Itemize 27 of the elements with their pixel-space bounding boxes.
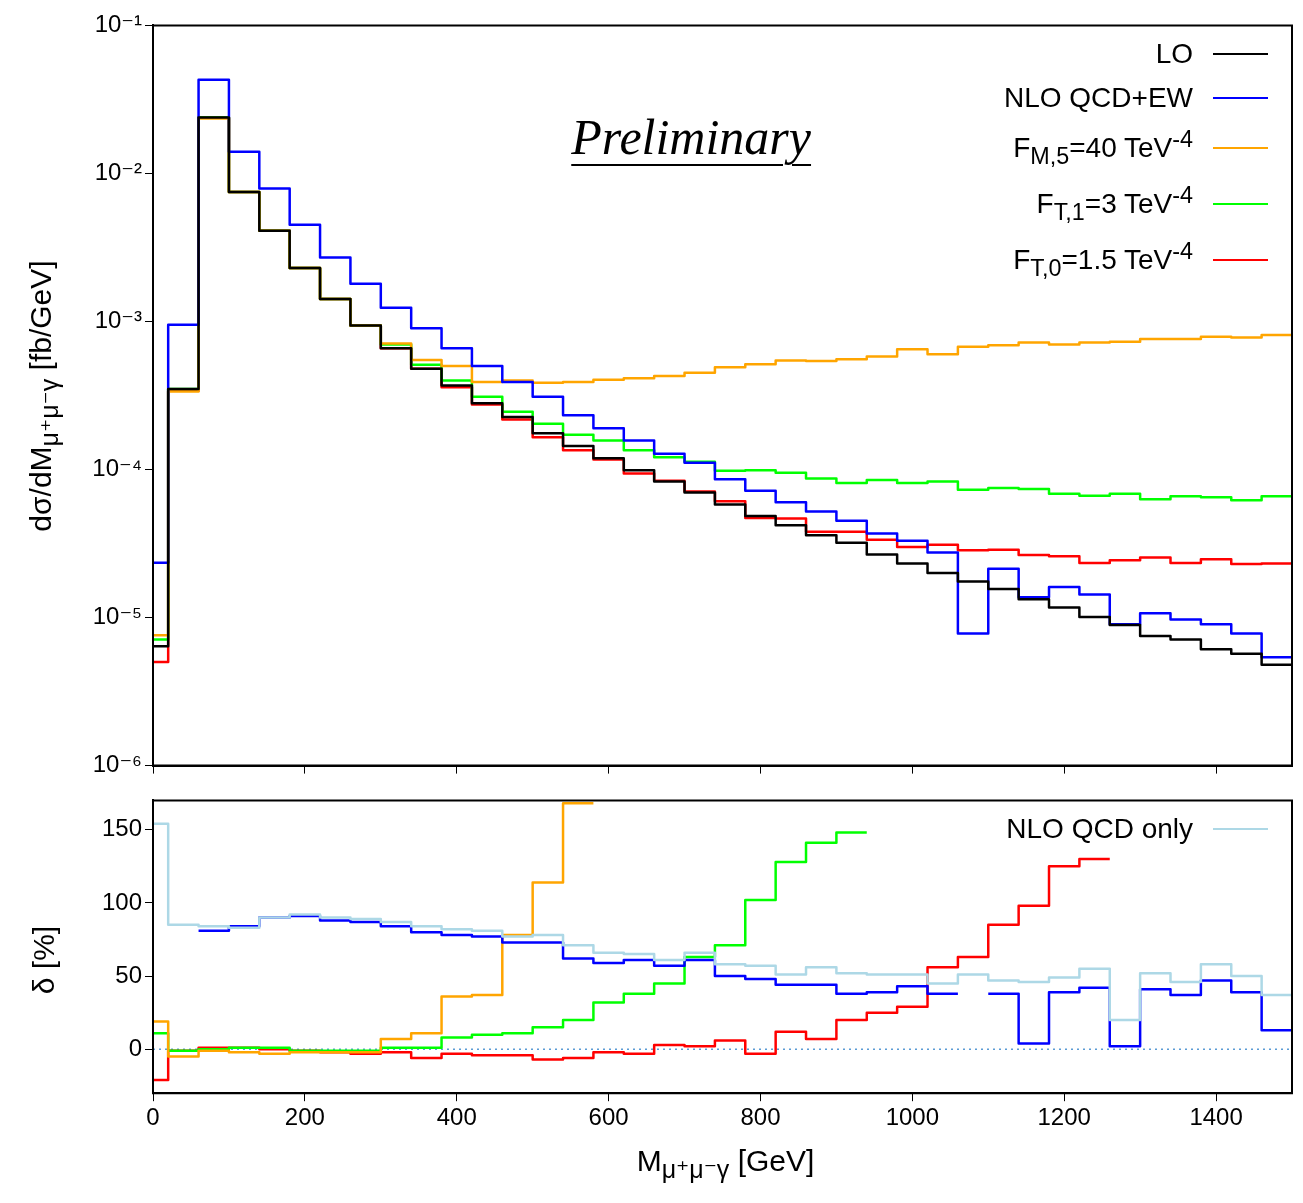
y-tick-label: 10⁻²	[94, 158, 142, 186]
y-tick-label: 10⁻¹	[94, 10, 142, 38]
x-tick-label: 1400	[1189, 1103, 1243, 1131]
y-tick-label: 10⁻³	[94, 306, 142, 334]
y-tick-label: 50	[115, 960, 142, 988]
legend-label: F$_{T,0}$=1.5 TeV$^{-4}$	[1013, 237, 1193, 282]
legend-label: NLO QCD+EW	[1003, 82, 1193, 114]
x-tick-label: 200	[284, 1103, 325, 1131]
annotation: Preliminary	[571, 108, 812, 166]
y-tick-label: 10⁻⁴	[92, 454, 142, 482]
legend-label: LO	[1155, 38, 1193, 70]
x-tick-label: 1000	[885, 1103, 940, 1131]
x-tick-label: 400	[436, 1103, 477, 1131]
legend-label: F$_{M,5}$=40 TeV$^{-4}$	[1013, 126, 1193, 170]
y-tick-label: 150	[101, 814, 142, 842]
x-tick-label: 800	[740, 1103, 781, 1131]
y-tick-label: 10⁻⁵	[92, 602, 142, 630]
y-axis-title: δ [%]	[27, 925, 61, 994]
y-tick-label: 100	[101, 887, 142, 915]
x-tick-label: 1200	[1037, 1103, 1091, 1131]
y-tick-label: 10⁻⁶	[92, 750, 142, 778]
x-tick-label: 600	[588, 1103, 629, 1131]
x-axis-title: M$_{μ⁺μ⁻γ}$ [GeV]	[636, 1144, 815, 1184]
legend-label: F$_{T,1}$=3 TeV$^{-4}$	[1036, 181, 1193, 226]
y-tick-label: 0	[128, 1033, 142, 1061]
x-tick-label: 0	[146, 1103, 160, 1131]
legend-label: NLO QCD only	[1006, 813, 1193, 845]
